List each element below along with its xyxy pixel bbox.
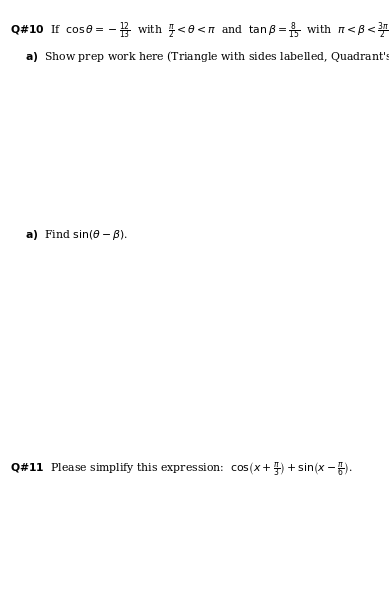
Text: $\bf{a)}$  Find $\sin(\theta - \beta)$.: $\bf{a)}$ Find $\sin(\theta - \beta)$. [25,228,128,241]
Text: $\bf{a)}$  Show prep work here (Triangle with sides labelled, Quadrant's CAST s: $\bf{a)}$ Show prep work here (Triangle … [25,49,389,64]
Text: $\bf{Q\#10}$  If  $\cos\theta = -\frac{12}{13}$  with  $\frac{\pi}{2} < \theta <: $\bf{Q\#10}$ If $\cos\theta = -\frac{12}… [10,21,389,42]
Text: $\bf{Q\#11}$  Please simplify this expression:  $\cos\!\left(x+\frac{\pi}{3}\rig: $\bf{Q\#11}$ Please simplify this expres… [10,460,353,479]
